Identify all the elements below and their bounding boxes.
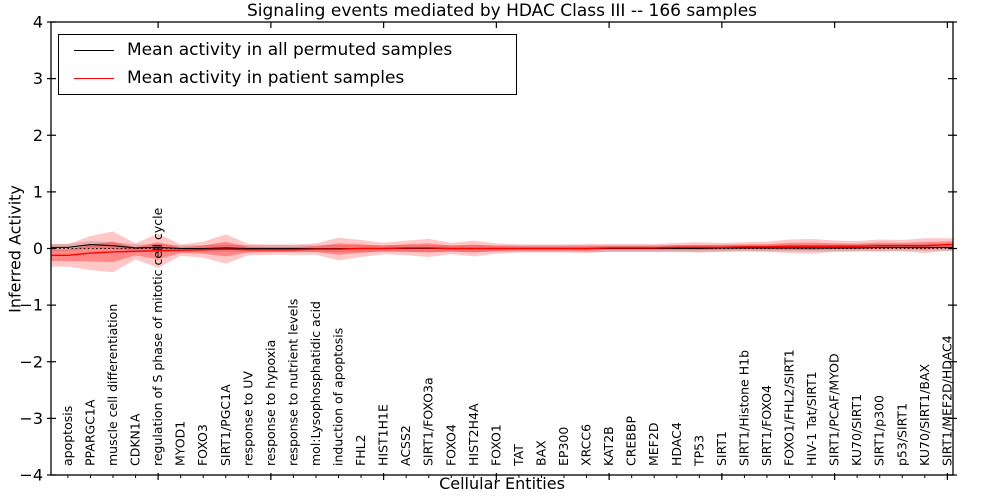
y-tick-label: 3 [33, 69, 43, 88]
entity-label: FOXO3 [195, 424, 210, 466]
patient-mean-line [51, 243, 953, 256]
entity-label: SIRT1/MEF2D/HDAC4 [939, 335, 954, 466]
entity-label: TAT [511, 444, 526, 467]
entity-label: TP53 [691, 435, 706, 467]
entity-label: ACSS2 [398, 425, 413, 466]
entity-label: XRCC6 [579, 424, 594, 466]
y-tick-label: 0 [33, 239, 43, 258]
patient-line-swatch [74, 78, 114, 80]
entity-label: SIRT1/PGC1A [218, 384, 233, 466]
entity-label: FHL2 [353, 434, 368, 466]
entity-label: HDAC4 [669, 422, 684, 466]
patient-band [51, 231, 953, 273]
entity-label: FOXO4 [443, 424, 458, 466]
entity-label: HIV-1 Tat/SIRT1 [804, 371, 819, 466]
legend-entry-permuted: Mean activity in all permuted samples [74, 37, 516, 63]
entity-label: MEF2D [646, 423, 661, 466]
chart-title: Signaling events mediated by HDAC Class … [246, 1, 758, 21]
y-tick-label: −4 [19, 466, 43, 485]
entity-label: BAX [533, 440, 548, 466]
entity-label: SIRT1/Histone H1b [736, 350, 751, 466]
x-axis-label: Cellular Entities [439, 474, 565, 493]
permuted-line-swatch [74, 49, 114, 51]
entity-label: FOXO1/FHL2/SIRT1 [782, 349, 797, 466]
entity-label: PPARGC1A [82, 399, 97, 466]
entity-label: SIRT1 [714, 431, 729, 466]
entity-label: apoptosis [60, 406, 75, 466]
entity-label: response to hypoxia [263, 340, 278, 466]
entity-label: muscle cell differentiation [105, 304, 120, 466]
entity-label: MYOD1 [173, 421, 188, 466]
entity-label: CDKN1A [128, 413, 143, 466]
entity-label: KU70/SIRT1 [849, 394, 864, 466]
entity-label: mol:Lysophosphatidic acid [308, 301, 323, 466]
entity-label: KAT2B [601, 426, 616, 466]
entity-label: SIRT1/FOXO4 [759, 385, 774, 466]
y-tick-label: −3 [19, 409, 43, 428]
entity-label: p53/SIRT1 [894, 403, 909, 466]
y-tick-label: −2 [19, 352, 43, 371]
entity-label: induction of apoptosis [331, 328, 346, 466]
entity-label: SIRT1/FOXO3a [421, 377, 436, 466]
entity-label: SIRT1/PCAF/MYOD [827, 353, 842, 466]
entity-label: CREBBP [624, 416, 639, 466]
legend-label-patient: Mean activity in patient samples [127, 68, 405, 89]
entity-label: FOXO1 [488, 424, 503, 466]
entity-label: HIST1H1E [376, 404, 391, 466]
y-tick-label: −1 [19, 296, 43, 315]
y-tick-label: 1 [33, 182, 43, 201]
entity-label: SIRT1/p300 [872, 395, 887, 466]
entity-label: HIST2H4A [466, 403, 481, 466]
entity-label: response to nutrient levels [285, 299, 300, 466]
y-tick-label: 2 [33, 126, 43, 145]
entity-label: response to UV [240, 371, 255, 466]
entity-label: KU70/SIRT1/BAX [917, 364, 932, 466]
axes-frame [50, 21, 954, 476]
legend-entry-patient: Mean activity in patient samples [74, 66, 516, 92]
y-tick-label: 4 [33, 13, 43, 32]
y-axis-label: Inferred Activity [5, 185, 25, 313]
entity-label: regulation of S phase of mitotic cell cy… [150, 207, 165, 466]
entity-label: EP300 [556, 427, 571, 466]
legend: Mean activity in all permuted samples Me… [58, 34, 517, 95]
legend-label-permuted: Mean activity in all permuted samples [127, 39, 453, 60]
